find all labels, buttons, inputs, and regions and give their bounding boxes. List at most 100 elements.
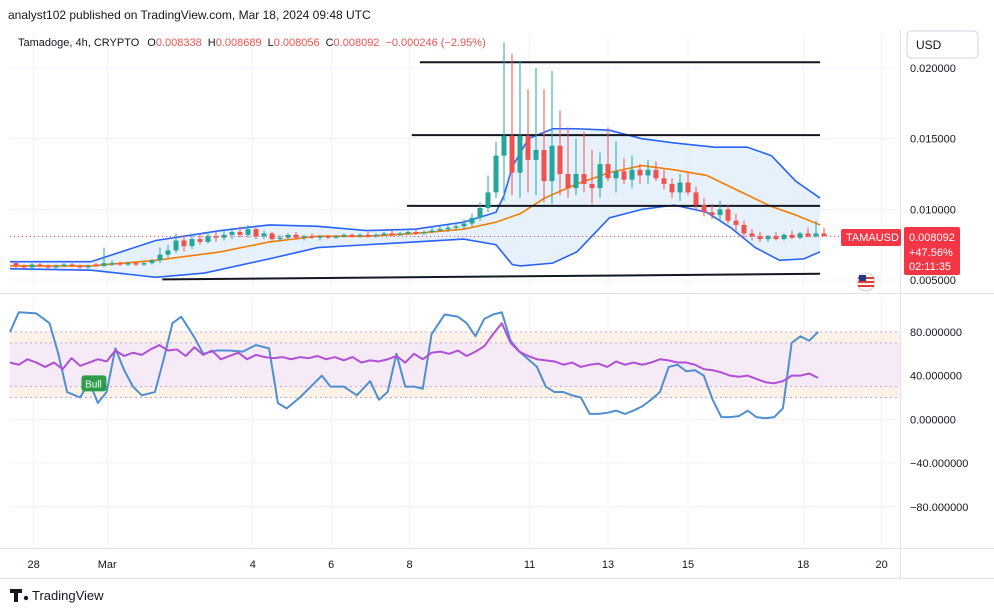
candle-body: [181, 240, 187, 247]
candle-body: [197, 239, 203, 242]
candle-body: [45, 265, 51, 268]
candle-body: [253, 229, 259, 237]
candle-body: [93, 264, 99, 266]
time-tick-label: 20: [875, 559, 887, 571]
indicator-tick-label: −40.000000: [910, 458, 968, 470]
candle-body: [221, 234, 227, 238]
time-tick-label: 11: [524, 559, 535, 571]
candle-body: [517, 135, 523, 173]
change-value: −0.000246 (−2.95%): [385, 37, 485, 49]
candle-body: [389, 233, 395, 235]
bar-countdown: 02:11:35: [909, 261, 951, 273]
candle-body: [53, 265, 59, 268]
candle-body: [717, 209, 723, 216]
candle-body: [213, 236, 219, 238]
band-fill: [10, 128, 820, 278]
candle-body: [101, 263, 107, 266]
candle-body: [789, 234, 795, 238]
logo-text: TradingView: [32, 588, 104, 603]
candle-body: [653, 169, 659, 179]
candle-body: [277, 237, 283, 240]
candle-body: [661, 178, 667, 184]
bollinger-bands: [9, 127, 821, 279]
candle-body: [29, 264, 35, 268]
time-tick-label: 28: [27, 559, 39, 571]
bull-badge: [81, 375, 107, 392]
candle-body: [805, 233, 811, 237]
candle-body: [709, 212, 715, 216]
candle-body: [461, 223, 467, 227]
candle-body: [541, 149, 547, 182]
candle-body: [173, 240, 179, 251]
candle-body: [245, 229, 251, 235]
indicator-axis[interactable]: 80.000000 40.000000 0.000000 −40.000000 −80.…: [910, 327, 968, 514]
candle-body: [85, 265, 91, 268]
candle-body: [317, 236, 323, 238]
candle-body: [469, 217, 475, 224]
candle-body: [413, 232, 419, 234]
currency-button[interactable]: USD: [906, 30, 979, 59]
candle-body: [725, 209, 731, 221]
trend-line: [162, 272, 821, 281]
candle-body: [685, 182, 691, 193]
ticker-tag: TAMAUSD: [846, 232, 899, 244]
candle-body: [453, 226, 459, 228]
candle-body: [325, 236, 331, 238]
tradingview-logo[interactable]: TradingView: [10, 588, 104, 603]
candle-body: [261, 233, 267, 237]
time-tick-label: 13: [602, 559, 614, 571]
candle-body: [61, 264, 67, 266]
candle-body: [629, 169, 635, 180]
candle-body: [645, 169, 651, 176]
candle-body: [125, 263, 131, 265]
candle-body: [677, 182, 683, 193]
candle-body: [421, 232, 427, 234]
indicator-tick-label: 0.000000: [910, 414, 956, 426]
candle-body: [141, 263, 147, 265]
stoch-rsi-pane: Bull: [9, 311, 900, 420]
price-tick-label: 0.005000: [910, 275, 956, 287]
high-value: 0.008689: [216, 37, 262, 49]
stoch-k-line: [9, 311, 819, 420]
candle-body: [445, 227, 451, 230]
candle-body: [341, 234, 347, 237]
open-value: 0.008338: [156, 37, 202, 49]
price-axis[interactable]: 0.020000 0.015000 0.010000 0.005000: [910, 63, 956, 287]
candle-body: [741, 224, 747, 234]
change-percent: +47.56%: [909, 247, 953, 259]
candle-body: [149, 260, 155, 264]
trend-lines: [162, 61, 821, 281]
price-tick-label: 0.015000: [910, 134, 956, 146]
candle-body: [813, 233, 819, 237]
candle-body: [589, 183, 595, 189]
candle-body: [605, 164, 611, 179]
publisher-line: analyst102 published on TradingView.com,…: [8, 8, 371, 22]
candle-body: [357, 234, 363, 237]
candle-body: [77, 265, 83, 268]
candle-body: [37, 264, 43, 266]
stoch-d-line: [9, 322, 819, 385]
candle-body: [773, 236, 779, 240]
lower-band: [9, 204, 821, 279]
candle-body: [573, 174, 579, 189]
ohlc-legend: Tamadoge, 4h, CRYPTO O0.008338 H0.008689 L0…: [18, 37, 486, 49]
candle-body: [293, 234, 299, 238]
candle-body: [285, 234, 291, 238]
candle-body: [437, 229, 443, 231]
candle-body: [117, 263, 123, 265]
candle-body: [509, 135, 515, 173]
candle-body: [637, 169, 643, 176]
time-axis[interactable]: 28 Mar 4 6 8 11 13 15 18 20: [27, 559, 887, 571]
time-tick-label: 4: [250, 559, 256, 571]
us-flag-icon[interactable]: [856, 272, 876, 292]
candle-body: [349, 234, 355, 237]
candle-body: [693, 192, 699, 206]
candle-body: [373, 234, 379, 237]
price-tag: TAMAUSD 0.008092 +47.56% 02:11:35: [841, 227, 960, 275]
currency-label: USD: [916, 38, 942, 52]
time-tick-label: 6: [328, 559, 334, 571]
candle-body: [669, 183, 675, 193]
candle-body: [757, 236, 763, 240]
candle-body: [157, 254, 163, 261]
